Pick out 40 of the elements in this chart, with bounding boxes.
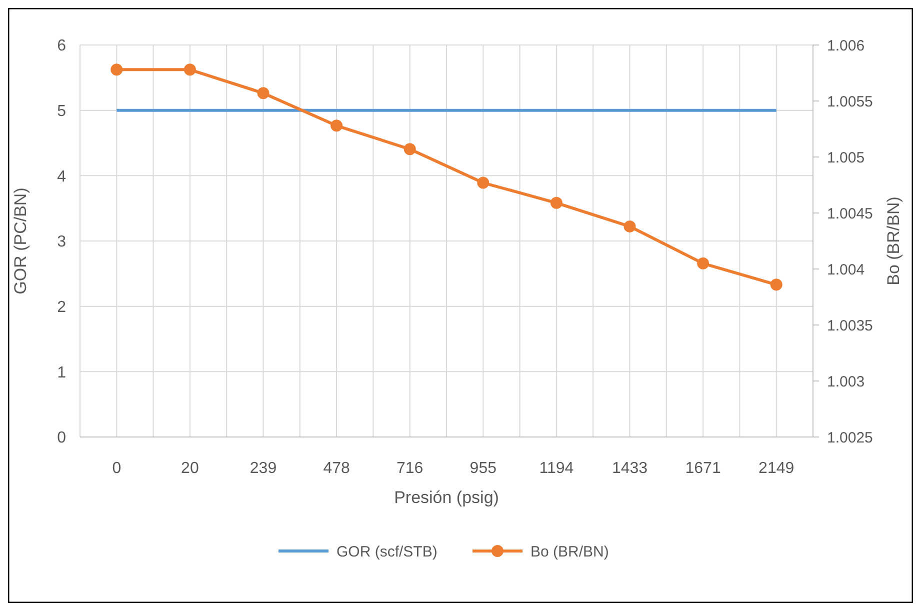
x-tick-label: 20 — [181, 460, 199, 477]
y-tick-label: 2 — [57, 298, 66, 316]
y2-tick-label: 1.005 — [827, 149, 865, 166]
x-tick-label: 0 — [112, 460, 122, 477]
point — [770, 278, 782, 291]
y-tick-label: 6 — [57, 38, 66, 55]
x-tick-label: 955 — [470, 460, 497, 477]
y2-tick-label: 1.0055 — [827, 93, 873, 110]
y2-tick-label: 1.0025 — [827, 429, 873, 446]
x-tick-label: 239 — [250, 460, 277, 477]
x-tick-label: 478 — [323, 460, 350, 477]
y-axis-title: GOR (PC/BN) — [11, 188, 30, 294]
x-tick-label: 1671 — [685, 460, 721, 477]
y2-tick-label: 1.003 — [827, 373, 865, 390]
y2-axis-title: Bo (BR/BN) — [884, 196, 903, 286]
legend-label: Bo (BR/BN) — [530, 543, 609, 560]
y-tick-label: 0 — [57, 430, 66, 447]
point — [110, 64, 123, 76]
legend-label: GOR (scf/STB) — [336, 543, 438, 560]
y2-tick-label: 1.004 — [827, 261, 865, 278]
x-tick-label: 2149 — [758, 460, 794, 477]
point — [477, 176, 490, 189]
x-tick-label: 1433 — [612, 460, 648, 477]
x-tick-label: 1194 — [539, 460, 574, 477]
point — [257, 87, 270, 100]
y2-tick-label: 1.0045 — [827, 205, 873, 222]
point — [184, 64, 196, 76]
point — [404, 143, 416, 156]
y-tick-label: 5 — [57, 102, 66, 120]
x-axis-title: Presión (psig) — [394, 488, 499, 507]
point — [550, 196, 562, 209]
y-tick-label: 3 — [57, 234, 66, 251]
y2-tick-label: 1.0035 — [827, 317, 873, 334]
point — [697, 257, 710, 270]
x-tick-label: 716 — [396, 460, 424, 477]
y2-tick-label: 1.006 — [827, 37, 865, 54]
point — [330, 120, 343, 132]
y-tick-label: 4 — [57, 168, 66, 186]
y-tick-label: 1 — [57, 364, 66, 382]
point — [624, 220, 636, 232]
